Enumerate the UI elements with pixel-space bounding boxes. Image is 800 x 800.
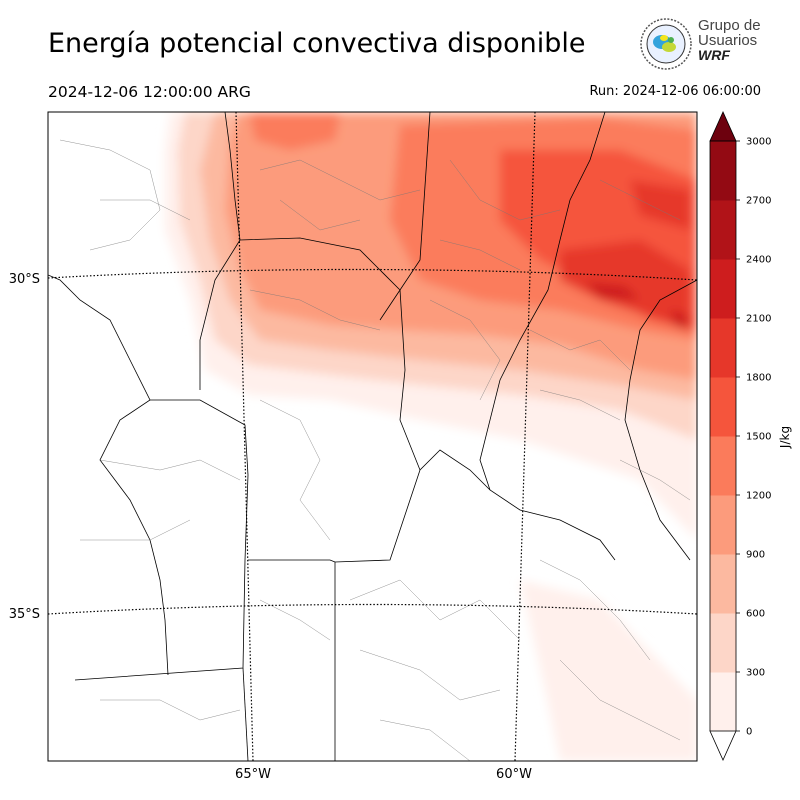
colorbar-tick-label: 2100 [746, 314, 771, 325]
colorbar-tick-label: 900 [746, 550, 765, 561]
colorbar-tick-label: 3000 [746, 137, 771, 148]
logo-line2: Usuarios [698, 32, 758, 49]
wrf-group-logo: Grupo de Usuarios WRF [638, 16, 761, 72]
colorbar-bin [710, 672, 736, 732]
colorbar-bin [710, 141, 736, 201]
map-title: Energía potencial convectiva disponible [48, 28, 586, 59]
province-borders [48, 112, 697, 761]
colorbar-tick-label: 2700 [746, 196, 771, 207]
colorbar-unit: J/kg [778, 426, 792, 449]
valid-time: 2024-12-06 12:00:00 ARG [48, 83, 251, 101]
colorbar-bin [710, 495, 736, 555]
globe-logo-icon [640, 18, 692, 70]
lat-line-35s [48, 603, 697, 615]
colorbar-tick-label: 600 [746, 609, 765, 620]
map-frame [47, 111, 698, 762]
colorbar-bin [710, 436, 736, 496]
colorbar-bin [710, 377, 736, 437]
logo-line3: WRF [698, 47, 730, 63]
boundaries [48, 112, 697, 761]
colorbar-tick-label: 1500 [746, 432, 771, 443]
run-time: Run: 2024-12-06 06:00:00 [589, 84, 761, 99]
colorbar-tick-label: 1800 [746, 373, 771, 384]
colorbar-tick-label: 0 [746, 727, 752, 738]
department-borders [59, 139, 691, 761]
logo-line1: Grupo de [698, 17, 761, 34]
colorbar-bin [710, 613, 736, 673]
cape-field [48, 112, 697, 761]
colorbar-tick-label: 300 [746, 668, 765, 679]
lat-line-30s [48, 268, 697, 281]
colorbar-tick-label: 2400 [746, 255, 771, 266]
colorbar: 0 300 600 900 1200 1500 1800 2100 2400 2700 3000 [709, 111, 771, 761]
colorbar-tick-label: 1200 [746, 491, 771, 502]
colorbar-bin [710, 259, 736, 319]
colorbar-max-extension [709, 111, 737, 142]
colorbar-bin [710, 200, 736, 260]
lat-label-35s: 35°S [9, 607, 40, 622]
lat-label-30s: 30°S [9, 272, 40, 287]
lon-label-60w: 60°W [496, 767, 532, 782]
colorbar-bin [710, 318, 736, 378]
lon-label-65w: 65°W [235, 767, 271, 782]
colorbar-min-extension [709, 730, 737, 761]
colorbar-bin [710, 554, 736, 614]
graticule [48, 112, 697, 761]
